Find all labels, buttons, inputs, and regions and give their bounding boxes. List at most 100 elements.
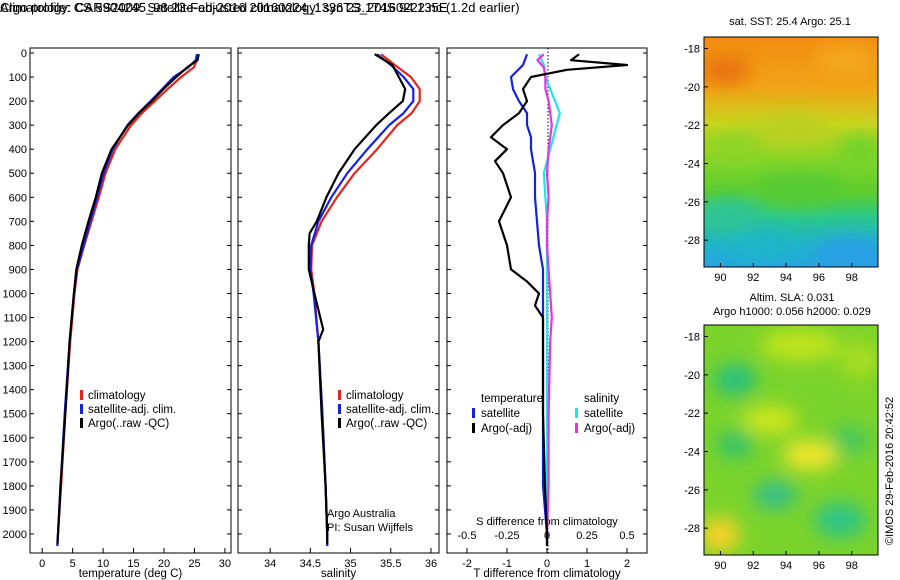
s-diff-tick-label: -0.25	[494, 530, 519, 542]
sla-map-x-tick-label: 92	[747, 560, 759, 572]
s-diff-tick-label: 0.25	[576, 530, 597, 542]
temperature-series-line	[56, 53, 200, 547]
depth-tick-label: 1000	[3, 288, 27, 300]
sst-map-y-tick-label: -20	[684, 82, 700, 94]
x-tick-label: -1	[502, 558, 512, 570]
sla-map-x-tick-label: 90	[714, 560, 726, 572]
depth-tick-label: 800	[9, 240, 27, 252]
timestamp-label: ©IMOS 29-Feb-2016 20:42:52	[884, 397, 896, 545]
depth-tick-label: 700	[9, 216, 27, 228]
depth-tick-label: 1800	[3, 481, 27, 493]
depth-tick-label: 2000	[3, 529, 27, 541]
x-tick-label: -2	[462, 558, 472, 570]
title-line-2: Climatology: CARS2009. Satellite-adjuste…	[0, 0, 520, 15]
sst-map-y-tick-label: -24	[684, 159, 700, 171]
sst-map-x-tick-label: 98	[846, 272, 858, 284]
sla-map-title-2: Argo h1000: 0.056 h2000: 0.029	[713, 306, 871, 318]
sst-map-y-tick-label: -18	[684, 44, 700, 56]
temperature-xlabel: temperature (deg C)	[79, 568, 183, 580]
depth-tick-label: 1100	[3, 313, 27, 325]
temperature-series-line	[56, 53, 200, 544]
legend-swatch	[338, 390, 341, 400]
x-tick-label: 34	[264, 558, 276, 570]
legend-label: Argo(-adj)	[584, 423, 635, 435]
sla-map-y-tick-label: -22	[684, 408, 700, 420]
salinity-plot-frame	[237, 47, 440, 554]
legend-label: climatology	[88, 390, 146, 402]
sst-map-x-tick-label: 94	[780, 272, 792, 284]
depth-tick-label: 400	[9, 144, 27, 156]
sst-map-x-tick-label: 92	[747, 272, 759, 284]
depth-tick-label: 1200	[3, 337, 27, 349]
legend-swatch	[338, 418, 341, 428]
x-tick-label: 30	[219, 558, 231, 570]
sla-map-x-tick-label: 98	[846, 560, 858, 572]
depth-tick-label: 1700	[3, 457, 27, 469]
depth-tick-label: 1500	[3, 409, 27, 421]
legend-swatch	[472, 408, 475, 418]
depth-tick-label: 1600	[3, 433, 27, 445]
sla-map	[703, 324, 879, 556]
t-diff-satellite-line	[509, 53, 549, 546]
t-diff-argo-line	[489, 53, 629, 546]
salinity-series-line	[310, 53, 421, 546]
sst-map-y-tick-label: -28	[684, 235, 700, 247]
legend-label: climatology	[346, 390, 404, 402]
legend-label: satellite	[584, 408, 623, 420]
x-tick-label: 34.5	[300, 558, 321, 570]
legend-label: Argo(..raw -QC)	[346, 418, 427, 430]
depth-tick-label: 500	[9, 168, 27, 180]
s-diff-satellite-line	[537, 53, 561, 534]
x-tick-label: 25	[188, 558, 200, 570]
legend-swatch	[575, 423, 578, 433]
depth-tick-label: 900	[9, 264, 27, 276]
x-tick-label: 2	[624, 558, 630, 570]
credit-line-1: Argo Australia	[327, 508, 396, 520]
legend-swatch	[472, 423, 475, 433]
s-diff-tick-label: 0.5	[619, 530, 634, 542]
x-tick-label: 0	[39, 558, 45, 570]
s-diff-argo-line	[536, 53, 553, 535]
salinity-xlabel: salinity	[321, 568, 356, 580]
x-tick-label: 5	[70, 558, 76, 570]
legend-swatch	[80, 390, 83, 400]
sst-map-x-tick-label: 96	[813, 272, 825, 284]
depth-tick-label: 0	[21, 48, 27, 60]
sst-map-title: sat. SST: 25.4 Argo: 25.1	[729, 16, 851, 28]
sla-map-x-tick-label: 96	[813, 560, 825, 572]
legend-salinity-title: salinity	[584, 393, 619, 405]
sla-map-y-tick-label: -26	[684, 485, 700, 497]
x-tick-label: 15	[127, 558, 139, 570]
legend-temperature-title: temperature	[481, 393, 543, 405]
s-diff-tick-label: -0.5	[458, 530, 477, 542]
legend-label: satellite-adj. clim.	[346, 404, 434, 416]
credit-line-2: PI: Susan Wijffels	[327, 522, 413, 534]
depth-tick-label: 1900	[3, 505, 27, 517]
legend-swatch	[80, 404, 83, 414]
legend-label: Argo(..raw -QC)	[88, 418, 169, 430]
sla-map-y-tick-label: -18	[684, 332, 700, 344]
x-tick-label: 20	[158, 558, 170, 570]
x-tick-label: 35.5	[380, 558, 401, 570]
sla-map-y-tick-label: -20	[684, 370, 700, 382]
x-tick-label: 10	[97, 558, 109, 570]
sla-map-y-tick-label: -28	[684, 523, 700, 535]
sst-map	[703, 36, 879, 268]
legend-label: satellite	[481, 408, 520, 420]
sst-map-y-tick-label: -26	[684, 197, 700, 209]
difference-xlabel: T difference from climatology	[473, 568, 620, 580]
legend-swatch	[80, 418, 83, 428]
legend-label: Argo(-adj)	[481, 423, 532, 435]
depth-tick-label: 200	[9, 96, 27, 108]
legend-label: satellite-adj. clim.	[88, 404, 176, 416]
title-line-1: Argo profile: CS 5904245_98 23-Feb-2016 …	[0, 0, 448, 15]
x-tick-label: 35	[344, 558, 356, 570]
depth-tick-label: 1300	[3, 361, 27, 373]
x-tick-label: 0	[544, 558, 550, 570]
sst-map-y-tick-label: -22	[684, 120, 700, 132]
depth-tick-label: 100	[9, 72, 27, 84]
sla-map-y-tick-label: -24	[684, 447, 700, 459]
legend-swatch	[575, 408, 578, 418]
legend-swatch	[338, 404, 341, 414]
sla-map-title-1: Altim. SLA: 0.031	[750, 292, 835, 304]
